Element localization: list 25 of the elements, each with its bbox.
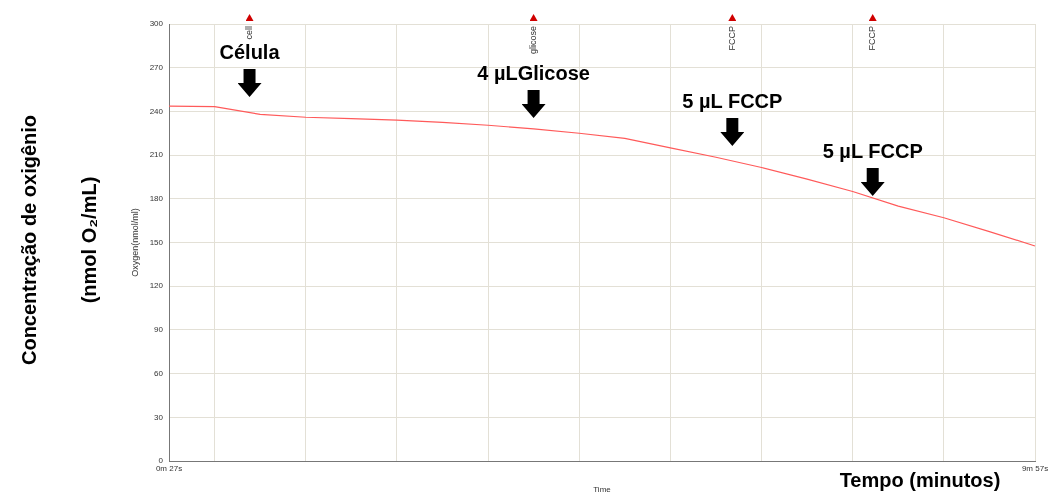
y-tick-label: 180 (149, 194, 164, 203)
y-tick-label: 240 (149, 106, 164, 116)
y-tick-label: 120 (149, 281, 164, 291)
x-axis-title: Time (593, 485, 612, 495)
annotation: Célula (219, 41, 281, 63)
annotation: 5 µL FCCP (822, 140, 923, 162)
annotation: 4 µLGlicose (477, 62, 590, 84)
y-tick-label: 30 (154, 412, 164, 422)
annotation: cell (244, 26, 255, 40)
annotation: FCCP (867, 26, 878, 51)
y-tick-label: 0 (158, 456, 164, 466)
annotation: FCCP (726, 26, 737, 51)
y-tick-label: 210 (149, 150, 164, 160)
y-axis-title: Oxygen(nmol/ml) (129, 208, 140, 277)
y-tick-label: 300 (149, 19, 164, 29)
y-tick-label: 60 (154, 368, 164, 378)
y-tick-label: 150 (149, 237, 164, 247)
y-tick-label: 270 (149, 62, 164, 72)
y-tick-label: 90 (154, 325, 164, 335)
x-tick-label: 9m 57s (1021, 464, 1049, 473)
annotation: 5 µL FCCP (682, 90, 783, 112)
text: Tempo (minutos) (839, 468, 1001, 491)
x-tick-label: 0m 27s (155, 464, 183, 473)
text: Concentração de oxigênio (nmol O₂/mL) (17, 114, 100, 366)
annotation: glicose (528, 26, 539, 55)
